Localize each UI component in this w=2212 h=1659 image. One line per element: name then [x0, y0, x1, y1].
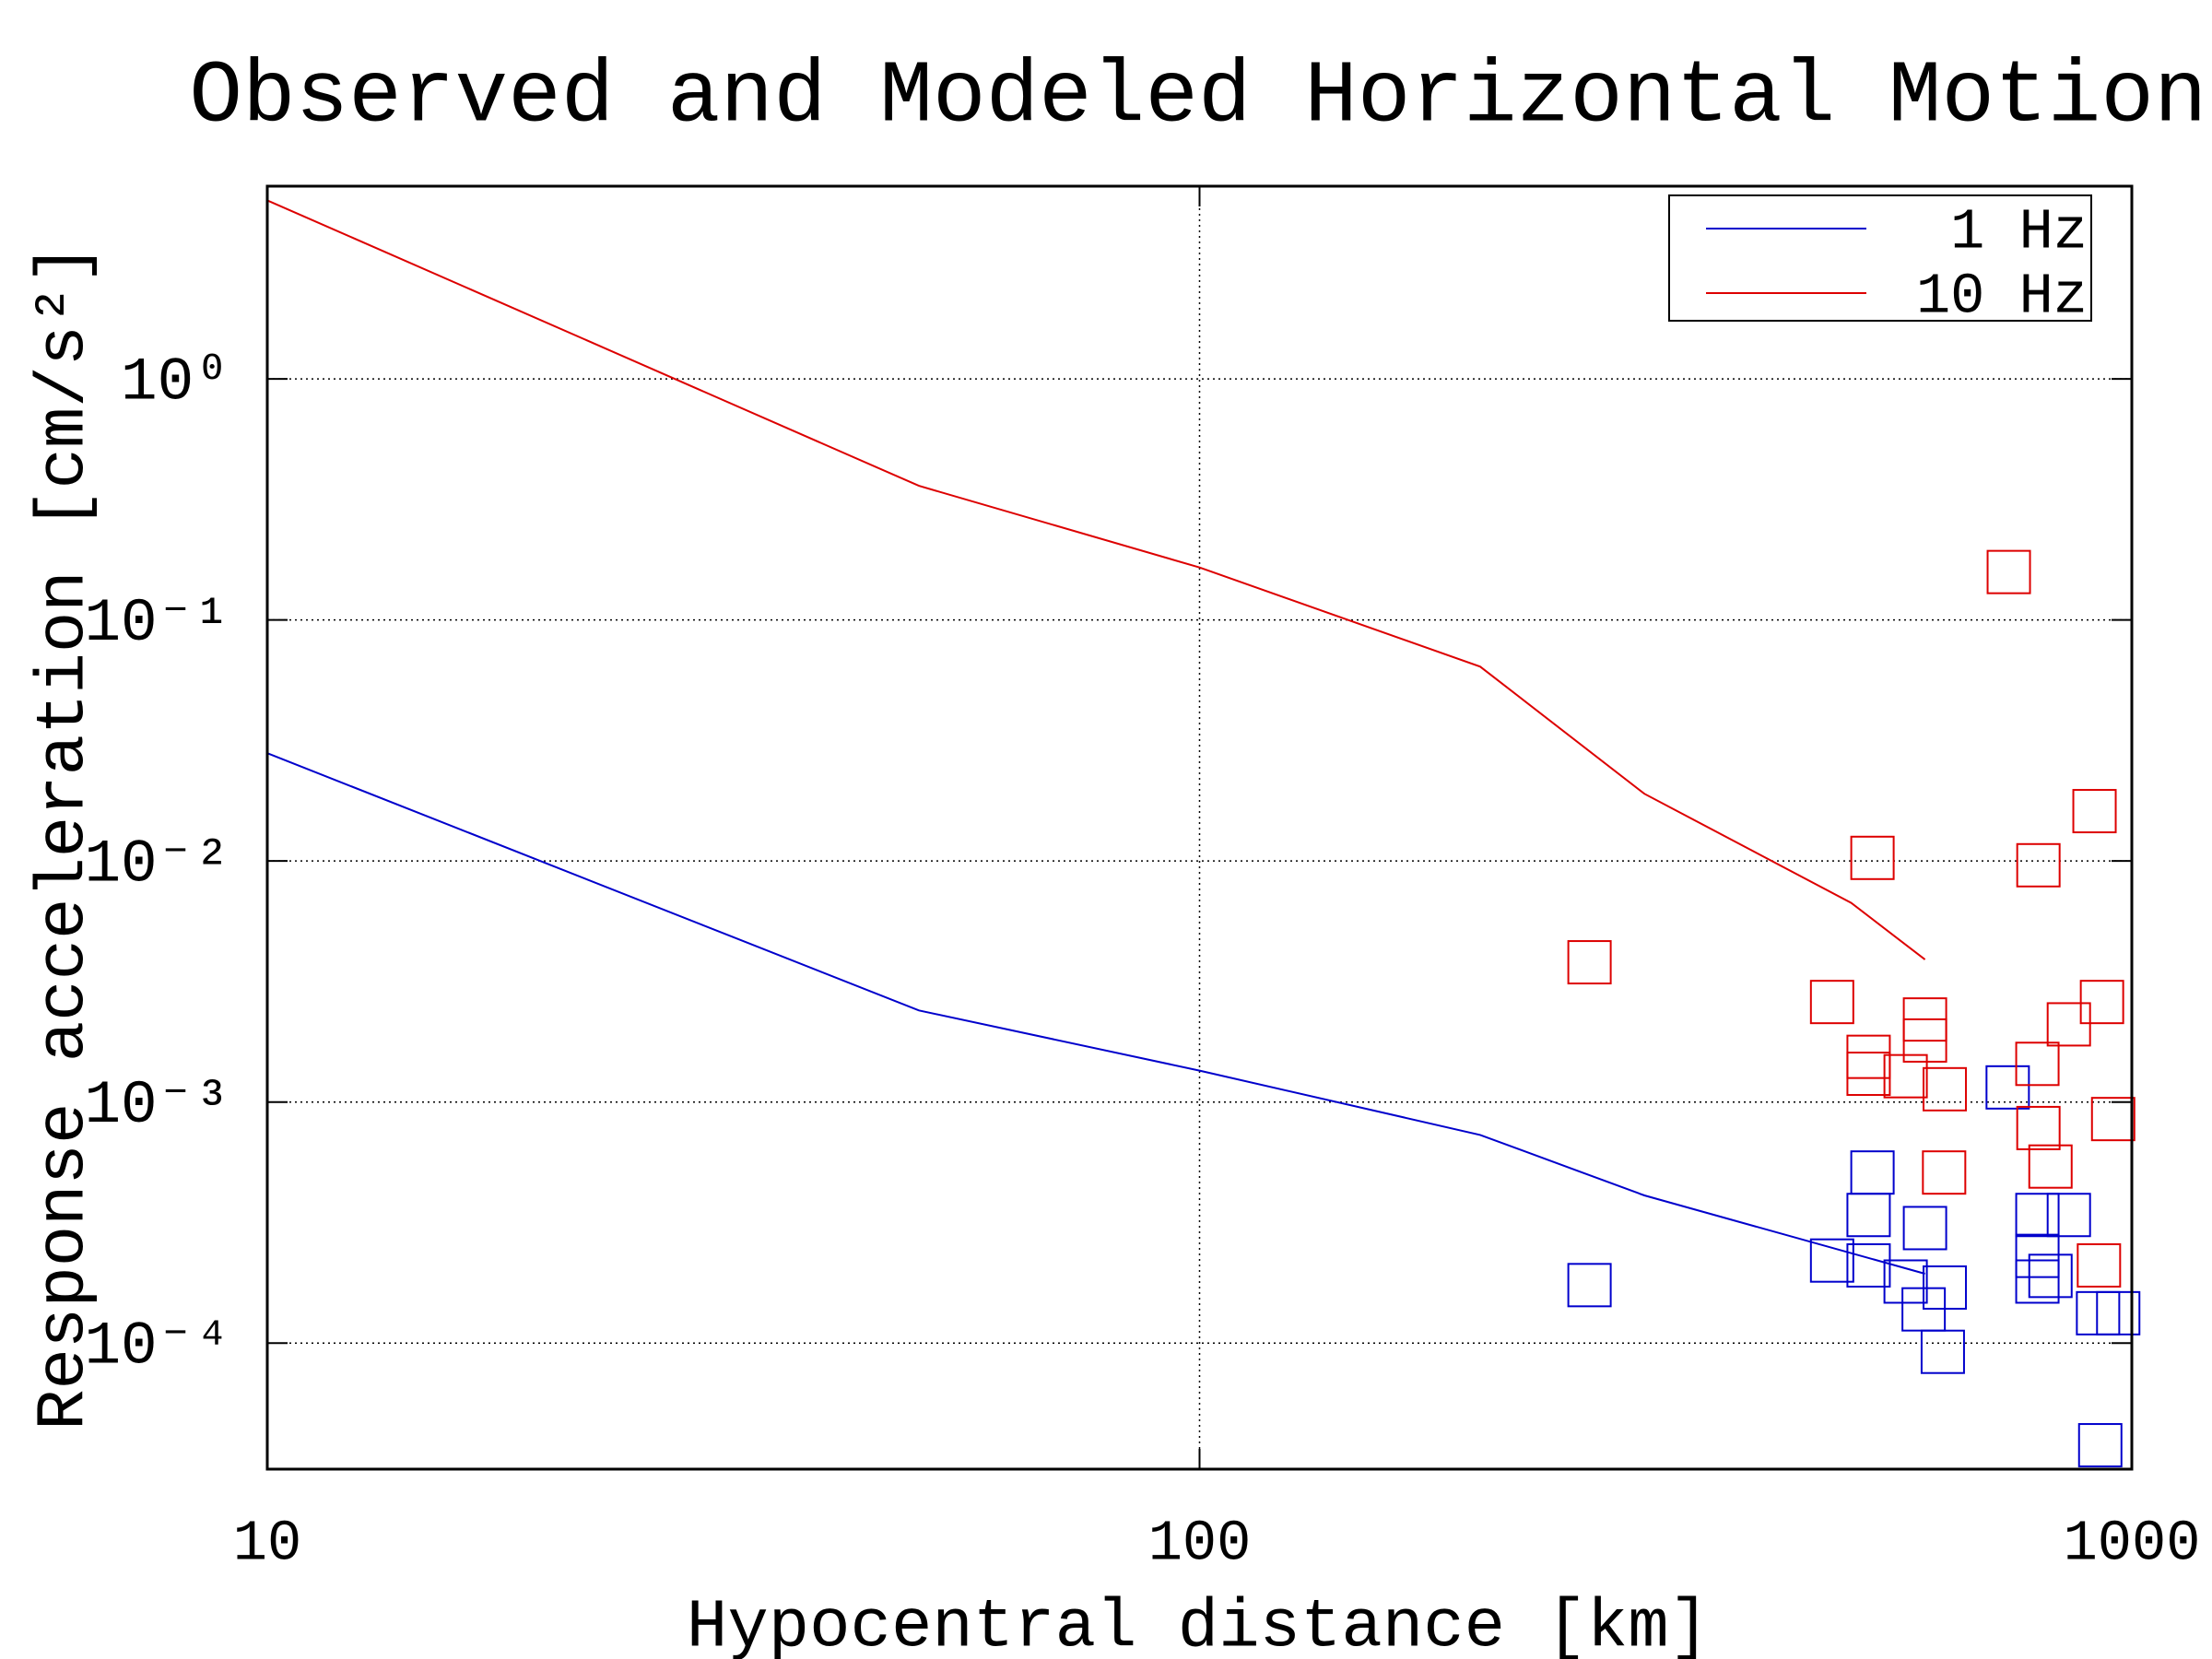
y-axis-label: Response acceleration [cm/s²] [27, 243, 104, 1430]
x-axis-label: Hypocentral distance [km] [687, 1590, 1710, 1659]
observation-marker [1883, 1259, 1928, 1304]
observation-marker [1846, 1052, 1891, 1097]
x-tick-label: 100 [1148, 1511, 1252, 1576]
observation-marker [1846, 1242, 1891, 1288]
observation-marker [1809, 980, 1854, 1025]
x-tick-label: 1000 [2064, 1511, 2201, 1576]
observation-marker [1883, 1053, 1928, 1099]
observation-marker [2077, 1242, 2122, 1288]
observation-marker [2096, 1290, 2141, 1335]
y-tick-label: 10⁻⁴ [84, 1312, 230, 1382]
observation-marker [1985, 1065, 2030, 1110]
observation-marker [1902, 1018, 1947, 1063]
observation-marker [1567, 940, 1612, 985]
observation-marker [2046, 1002, 2091, 1047]
observation-marker [1809, 1238, 1854, 1283]
chart-title: Observed and Modeled Horizontal Motion [189, 46, 2206, 147]
series-line [266, 199, 1926, 960]
legend-label: 10 Hz [1916, 264, 2088, 329]
observation-marker [2015, 1041, 2060, 1087]
observation-marker [1902, 1206, 1947, 1251]
y-tick-label: 10⁻¹ [84, 589, 230, 658]
observation-marker [2015, 1233, 2060, 1278]
observation-marker [2072, 789, 2117, 834]
y-tick-label: 10⁻³ [84, 1071, 230, 1140]
y-tick-label: 10⁰ [121, 348, 230, 418]
observation-marker [2016, 842, 2061, 888]
observation-marker [2079, 980, 2124, 1025]
observation-marker [1567, 1263, 1612, 1308]
observation-marker [1986, 549, 2031, 594]
legend-box [1668, 194, 2092, 322]
observation-marker [2016, 1105, 2061, 1150]
plot-frame [265, 184, 2134, 1471]
observation-marker [2028, 1253, 2073, 1299]
observation-marker [1846, 1193, 1891, 1238]
observation-marker [2028, 1144, 2073, 1189]
observation-marker [2015, 1193, 2060, 1238]
x-tick-label: 10 [233, 1511, 301, 1576]
y-tick-label: 10⁻² [84, 830, 230, 900]
observation-marker [1922, 1150, 1967, 1195]
legend-label: 1 Hz [1950, 199, 2088, 265]
observation-marker [1920, 1329, 1965, 1374]
series-line [266, 752, 1925, 1275]
observation-marker [2090, 1097, 2136, 1142]
observation-marker [1850, 835, 1895, 880]
observation-marker [2077, 1423, 2123, 1468]
observation-marker [1923, 1066, 1968, 1112]
observation-marker [2015, 1259, 2060, 1304]
observation-marker [2046, 1193, 2091, 1238]
